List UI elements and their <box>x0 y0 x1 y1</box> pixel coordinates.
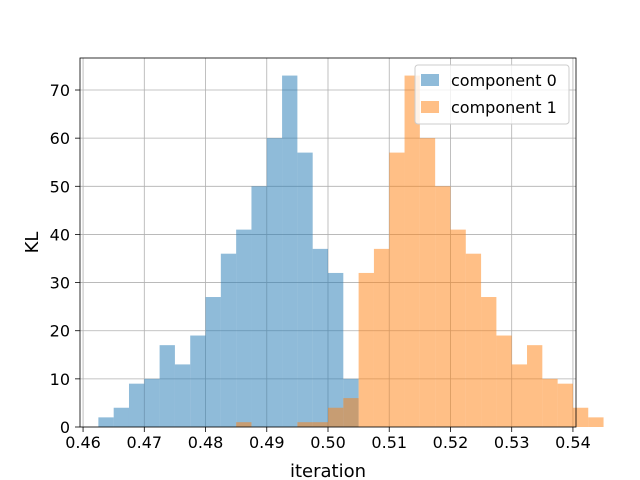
histogram-bar-series-1 <box>496 335 512 427</box>
histogram-bar-series-0 <box>144 378 160 427</box>
histogram-bar-series-1 <box>572 407 589 427</box>
x-tick-label: 0.47 <box>126 433 162 452</box>
histogram-bar-series-1 <box>373 248 390 427</box>
histogram-bar-series-1 <box>481 297 497 427</box>
histogram-bar-series-1 <box>419 138 436 427</box>
legend-box <box>414 64 570 125</box>
histogram-bar-series-0 <box>128 383 145 427</box>
histogram-bar-series-1 <box>343 398 359 427</box>
x-tick-label: 0.51 <box>371 433 407 452</box>
y-tick-label: 40 <box>50 225 70 244</box>
histogram-bar-series-1 <box>328 407 344 427</box>
histogram-bar-series-0 <box>312 248 328 427</box>
histogram-bar-series-1 <box>236 422 252 427</box>
legend-label: component 1 <box>451 98 557 117</box>
histogram-bar-series-0 <box>251 186 267 427</box>
histogram-bar-series-0 <box>205 297 221 427</box>
histogram-bars <box>98 75 604 428</box>
y-tick-label: 30 <box>50 274 70 293</box>
histogram-bar-series-0 <box>220 253 237 427</box>
histogram-bar-series-1 <box>450 229 466 427</box>
x-tick-label: 0.54 <box>555 433 591 452</box>
histogram-bar-series-1 <box>465 253 482 427</box>
y-tick-label: 50 <box>50 177 70 196</box>
histogram-bar-series-0 <box>236 229 252 427</box>
x-tick-label: 0.52 <box>433 433 469 452</box>
y-tick-label: 20 <box>50 322 70 341</box>
histogram-bar-series-0 <box>282 75 298 428</box>
histogram-bar-series-0 <box>113 407 129 427</box>
legend-label: component 0 <box>451 71 557 90</box>
histogram-bar-series-0 <box>174 364 191 427</box>
histogram-bar-series-0 <box>159 345 175 427</box>
y-tick-label: 0 <box>60 418 70 437</box>
histogram-bar-series-1 <box>542 378 558 427</box>
x-tick-label: 0.48 <box>188 433 224 452</box>
y-axis-title: KL <box>22 232 43 254</box>
histogram-bar-series-1 <box>404 75 420 428</box>
histogram-bar-series-1 <box>312 422 328 427</box>
x-tick-label: 0.46 <box>65 433 101 452</box>
x-tick-label: 0.50 <box>310 433 346 452</box>
histogram-bar-series-1 <box>297 422 313 427</box>
histogram-bar-series-1 <box>527 345 543 427</box>
histogram-bar-series-0 <box>266 138 283 427</box>
histogram-bar-series-0 <box>98 417 114 427</box>
histogram-bar-series-0 <box>328 272 344 427</box>
legend-swatch <box>421 74 439 86</box>
histogram-bar-series-1 <box>358 272 374 427</box>
histogram-bar-series-1 <box>557 383 573 427</box>
x-tick-label: 0.53 <box>494 433 530 452</box>
histogram-bar-series-1 <box>435 186 451 427</box>
histogram-bar-series-1 <box>511 364 528 427</box>
histogram-bar-series-0 <box>190 335 206 427</box>
histogram-bar-series-1 <box>389 152 405 427</box>
y-tick-label: 70 <box>50 81 70 100</box>
y-tick-label: 60 <box>50 129 70 148</box>
x-axis-title: iteration <box>290 461 366 480</box>
histogram-bar-series-1 <box>588 417 604 427</box>
x-tick-label: 0.49 <box>249 433 285 452</box>
histogram-bar-series-0 <box>297 152 313 427</box>
legend-swatch <box>421 101 439 113</box>
y-tick-label: 10 <box>50 370 70 389</box>
axis-ticks: 0.46 0.47 0.48 0.49 0.50 0.51 0.52 0.53 0.54 0 10 2… <box>50 81 591 452</box>
legend: component 0 component 1 <box>414 64 570 125</box>
